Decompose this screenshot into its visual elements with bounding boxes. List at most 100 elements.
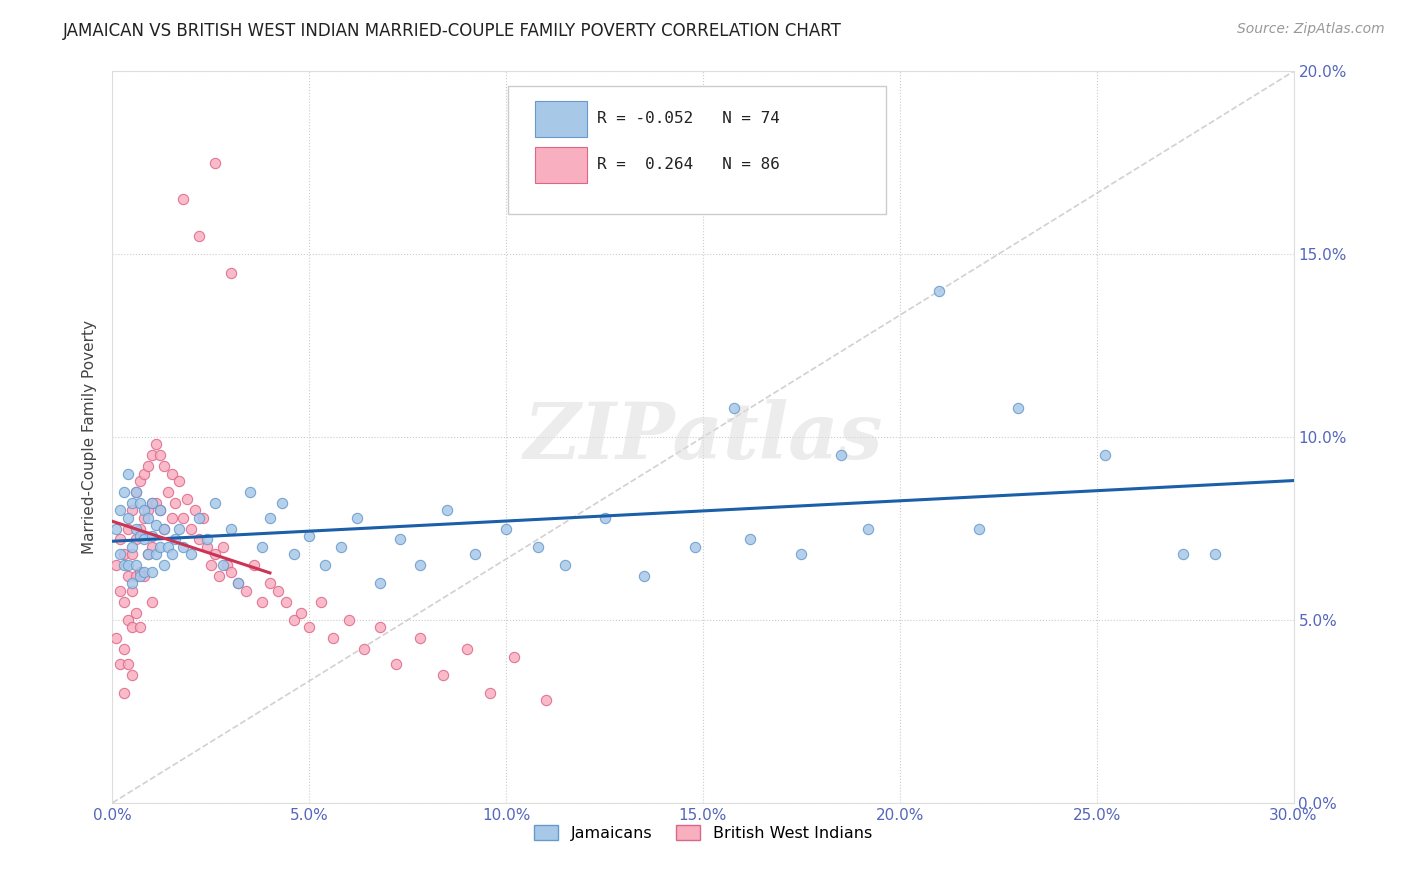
- Point: [110, 503, 132, 517]
- Point: [270, 496, 292, 510]
- Point: [141, 529, 163, 543]
- Point: [136, 459, 159, 474]
- Point: [129, 496, 152, 510]
- Point: [141, 594, 163, 608]
- Point: [132, 533, 155, 547]
- Point: [1007, 401, 1029, 415]
- Point: [156, 485, 179, 500]
- Point: [432, 667, 454, 681]
- Point: [132, 510, 155, 524]
- Point: [149, 448, 172, 462]
- Point: [228, 576, 250, 591]
- Point: [129, 474, 152, 488]
- Point: [250, 594, 273, 608]
- Point: [290, 606, 312, 620]
- Point: [204, 496, 226, 510]
- Point: [259, 576, 281, 591]
- Point: [195, 540, 218, 554]
- Point: [117, 657, 139, 671]
- Point: [211, 540, 233, 554]
- Point: [495, 521, 517, 535]
- Point: [145, 437, 167, 451]
- Point: [1204, 547, 1226, 561]
- Point: [740, 533, 762, 547]
- Point: [132, 503, 155, 517]
- Point: [534, 693, 557, 707]
- Point: [152, 558, 174, 573]
- Point: [141, 496, 163, 510]
- Text: R =  0.264   N = 86: R = 0.264 N = 86: [596, 157, 779, 172]
- Point: [129, 529, 152, 543]
- FancyBboxPatch shape: [508, 86, 886, 214]
- Point: [112, 642, 135, 657]
- Point: [436, 503, 458, 517]
- Point: [967, 521, 990, 535]
- Point: [554, 558, 576, 573]
- Point: [156, 540, 179, 554]
- Point: [136, 547, 159, 561]
- Text: Source: ZipAtlas.com: Source: ZipAtlas.com: [1237, 22, 1385, 37]
- Point: [195, 533, 218, 547]
- Point: [112, 594, 135, 608]
- Point: [132, 569, 155, 583]
- Point: [368, 576, 391, 591]
- Point: [464, 547, 486, 561]
- Point: [204, 547, 226, 561]
- Point: [215, 558, 238, 573]
- Point: [188, 533, 211, 547]
- Point: [211, 558, 233, 573]
- Point: [110, 657, 132, 671]
- Point: [337, 613, 360, 627]
- Point: [121, 540, 143, 554]
- Point: [283, 547, 305, 561]
- Point: [169, 521, 191, 535]
- Point: [121, 620, 143, 634]
- Point: [165, 533, 187, 547]
- Point: [633, 569, 655, 583]
- Point: [593, 510, 616, 524]
- Point: [132, 467, 155, 481]
- Point: [129, 521, 152, 535]
- Point: [172, 192, 194, 206]
- Point: [121, 503, 143, 517]
- FancyBboxPatch shape: [536, 146, 588, 183]
- Point: [228, 576, 250, 591]
- Point: [329, 540, 352, 554]
- Point: [180, 547, 202, 561]
- Point: [184, 503, 207, 517]
- Point: [145, 517, 167, 532]
- Point: [267, 583, 290, 598]
- Point: [219, 566, 242, 580]
- Point: [125, 533, 148, 547]
- Point: [110, 533, 132, 547]
- Point: [129, 566, 152, 580]
- Point: [208, 569, 231, 583]
- Point: [160, 547, 183, 561]
- Point: [110, 583, 132, 598]
- Point: [160, 510, 183, 524]
- Point: [141, 448, 163, 462]
- Point: [152, 521, 174, 535]
- Point: [121, 547, 143, 561]
- Point: [112, 485, 135, 500]
- Point: [117, 510, 139, 524]
- Point: [180, 521, 202, 535]
- Point: [110, 547, 132, 561]
- Point: [456, 642, 478, 657]
- Point: [1094, 448, 1116, 462]
- Point: [322, 632, 344, 646]
- Point: [274, 594, 297, 608]
- Point: [346, 510, 368, 524]
- Point: [243, 558, 266, 573]
- Point: [105, 558, 128, 573]
- Point: [145, 547, 167, 561]
- Point: [112, 558, 135, 573]
- Point: [219, 521, 242, 535]
- Point: [200, 558, 222, 573]
- Point: [117, 613, 139, 627]
- Point: [683, 540, 706, 554]
- Point: [188, 510, 211, 524]
- Point: [723, 401, 745, 415]
- Point: [149, 540, 172, 554]
- Point: [408, 632, 430, 646]
